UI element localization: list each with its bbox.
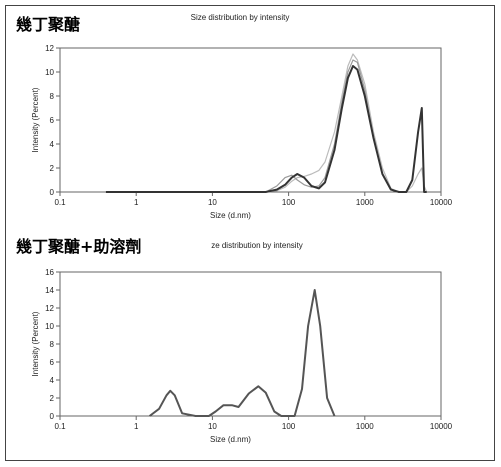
series-line bbox=[105, 59, 427, 193]
x-tick-label: 0.1 bbox=[54, 198, 66, 207]
x-tick-label: 1 bbox=[134, 198, 139, 207]
y-tick-label: 0 bbox=[50, 188, 55, 197]
y-tick-label: 2 bbox=[50, 394, 55, 403]
x-tick-label: 1000 bbox=[356, 198, 374, 207]
x-tick-label: 0.1 bbox=[54, 422, 66, 431]
y-tick-label: 6 bbox=[50, 116, 55, 125]
x-axis-label: Size (d.nm) bbox=[210, 435, 251, 444]
x-tick-label: 100 bbox=[282, 422, 296, 431]
y-tick-label: 10 bbox=[45, 322, 54, 331]
y-tick-label: 14 bbox=[45, 286, 54, 295]
x-tick-label: 1 bbox=[134, 422, 139, 431]
chart-label: 幾丁聚醣 bbox=[16, 15, 80, 34]
outer-frame bbox=[5, 5, 495, 461]
y-tick-label: 2 bbox=[50, 164, 55, 173]
chart-title: Size distribution by intensity bbox=[191, 13, 290, 22]
chart-title: ze distribution by intensity bbox=[211, 241, 303, 250]
series-line bbox=[148, 289, 336, 417]
y-tick-label: 16 bbox=[45, 268, 54, 277]
y-tick-label: 4 bbox=[50, 140, 55, 149]
chart-label: 幾丁聚醣+助溶劑 bbox=[16, 237, 141, 256]
y-tick-label: 0 bbox=[50, 412, 55, 421]
x-tick-label: 10000 bbox=[430, 422, 453, 431]
series-line bbox=[105, 65, 427, 193]
plot-frame bbox=[59, 271, 442, 417]
y-tick-label: 10 bbox=[45, 68, 54, 77]
y-tick-label: 8 bbox=[50, 340, 55, 349]
y-tick-label: 8 bbox=[50, 92, 55, 101]
y-tick-label: 12 bbox=[45, 44, 54, 53]
y-axis-label: Intensity (Percent) bbox=[31, 311, 40, 376]
y-tick-label: 12 bbox=[45, 304, 54, 313]
x-tick-label: 10000 bbox=[430, 198, 453, 207]
x-tick-label: 10 bbox=[208, 422, 217, 431]
x-axis-label: Size (d.nm) bbox=[210, 211, 251, 220]
y-tick-label: 4 bbox=[50, 376, 55, 385]
y-tick-label: 6 bbox=[50, 358, 55, 367]
x-tick-label: 100 bbox=[282, 198, 296, 207]
x-tick-label: 1000 bbox=[356, 422, 374, 431]
series-line bbox=[105, 53, 428, 193]
y-axis-label: Intensity (Percent) bbox=[31, 87, 40, 152]
x-tick-label: 10 bbox=[208, 198, 217, 207]
